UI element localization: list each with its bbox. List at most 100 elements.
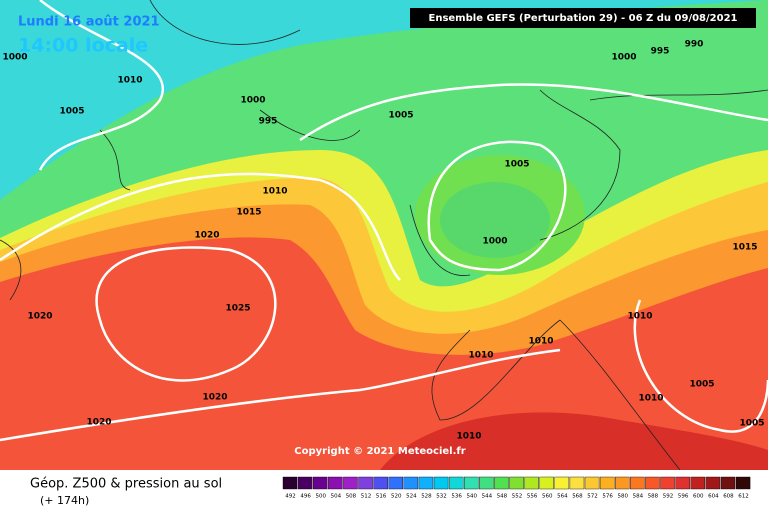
isobar-label: 1005	[59, 107, 84, 117]
isobar-label: 995	[259, 117, 278, 127]
legend-label: 500	[316, 494, 327, 500]
legend-label: 588	[648, 494, 659, 500]
coastlines	[0, 0, 768, 471]
isobar-label: 1000	[2, 53, 27, 63]
legend-label: 580	[618, 494, 629, 500]
legend-swatch	[494, 476, 509, 490]
footer-lead: (+ 174h)	[40, 494, 89, 507]
legend-label: 612	[738, 494, 749, 500]
legend-label: 564	[557, 494, 568, 500]
legend-swatch	[509, 476, 524, 490]
legend-label: 552	[512, 494, 523, 500]
legend-swatch	[343, 476, 358, 490]
legend-swatch	[599, 476, 615, 490]
run-box	[410, 8, 756, 28]
legend-label: 572	[587, 494, 598, 500]
isobar-label: 1005	[739, 419, 764, 429]
legend-swatch	[433, 476, 449, 490]
legend-label: 536	[451, 494, 462, 500]
isobar-label: 1020	[202, 393, 227, 403]
legend-swatch	[630, 476, 645, 490]
legend-swatch	[418, 476, 434, 490]
legend-swatch	[313, 476, 328, 490]
isobar-label: 1010	[456, 432, 481, 442]
legend-swatch	[282, 476, 298, 490]
isobar-label: 1020	[27, 312, 52, 322]
legend-swatch	[615, 476, 630, 490]
isobar-label: 1010	[627, 312, 652, 322]
legend-label: 524	[406, 494, 417, 500]
legend-label: 596	[678, 494, 689, 500]
legend-swatch	[720, 476, 736, 490]
isobar-label: 1010	[262, 187, 287, 197]
isobar-label: 1000	[611, 53, 636, 63]
low-core	[440, 182, 550, 258]
legend-swatch	[705, 476, 721, 490]
legend-label: 532	[436, 494, 447, 500]
legend-label: 608	[723, 494, 734, 500]
legend-swatch	[735, 476, 751, 490]
legend-label: 576	[602, 494, 613, 500]
legend-label: 512	[361, 494, 372, 500]
legend-label: 508	[346, 494, 357, 500]
isobar-label: 1000	[482, 237, 507, 247]
legend-swatch	[297, 476, 313, 490]
isobars	[0, 0, 768, 442]
isobar-label: 1010	[528, 337, 553, 347]
run-info: Ensemble GEFS (Perturbation 29) - 06 Z d…	[429, 13, 738, 24]
legend-label: 520	[391, 494, 402, 500]
legend-swatch	[660, 476, 675, 490]
footer-title: Géop. Z500 & pression au sol	[30, 477, 222, 492]
isobar-label: 995	[651, 47, 670, 57]
legend-swatch	[388, 476, 404, 490]
legend-label: 540	[467, 494, 478, 500]
isobar-label: 1000	[240, 96, 265, 106]
band-red	[0, 237, 768, 470]
legend-swatch	[524, 476, 539, 490]
legend-label: 604	[708, 494, 719, 500]
isobar-label: 1005	[689, 380, 714, 390]
legend-label: 560	[542, 494, 553, 500]
legend-swatch	[328, 476, 343, 490]
legend-label: 548	[497, 494, 508, 500]
legend-swatch	[690, 476, 706, 490]
legend-label: 600	[693, 494, 704, 500]
legend-swatch	[584, 476, 600, 490]
isobar-label: 1005	[504, 160, 529, 170]
isobar-label: 1015	[236, 208, 261, 218]
date: Lundi 16 août 2021	[18, 15, 160, 30]
isobar-label: 1020	[194, 231, 219, 241]
legend-label: 528	[421, 494, 432, 500]
isobar-label: 990	[685, 40, 704, 50]
legend-label: 504	[331, 494, 342, 500]
legend-swatch	[569, 476, 585, 490]
isobar-label: 1020	[86, 418, 111, 428]
legend-label: 584	[633, 494, 644, 500]
legend-swatch	[403, 476, 419, 490]
time: 14:00 locale	[18, 35, 148, 57]
legend-label: 492	[285, 494, 296, 500]
legend-swatch	[479, 476, 494, 490]
legend-swatch	[448, 476, 464, 490]
isobar-label: 1025	[225, 304, 250, 314]
legend-swatch	[539, 476, 555, 490]
legend-swatch	[464, 476, 479, 490]
legend-label: 592	[663, 494, 674, 500]
legend-swatch	[373, 476, 388, 490]
legend-swatch	[645, 476, 660, 490]
legend-label: 568	[572, 494, 583, 500]
isobar-label: 1015	[732, 243, 757, 253]
legend-label: 516	[376, 494, 387, 500]
isobar-label: 1010	[468, 351, 493, 361]
isobar-label: 1005	[388, 111, 413, 121]
copyright: Copyright © 2021 Meteociel.fr	[294, 446, 465, 457]
isobar-label: 1010	[117, 76, 142, 86]
band-dark-red	[380, 412, 768, 470]
legend-swatch	[554, 476, 570, 490]
legend-swatch	[358, 476, 373, 490]
isobar-label: 1010	[638, 394, 663, 404]
legend-label: 544	[482, 494, 493, 500]
legend-label: 556	[527, 494, 538, 500]
